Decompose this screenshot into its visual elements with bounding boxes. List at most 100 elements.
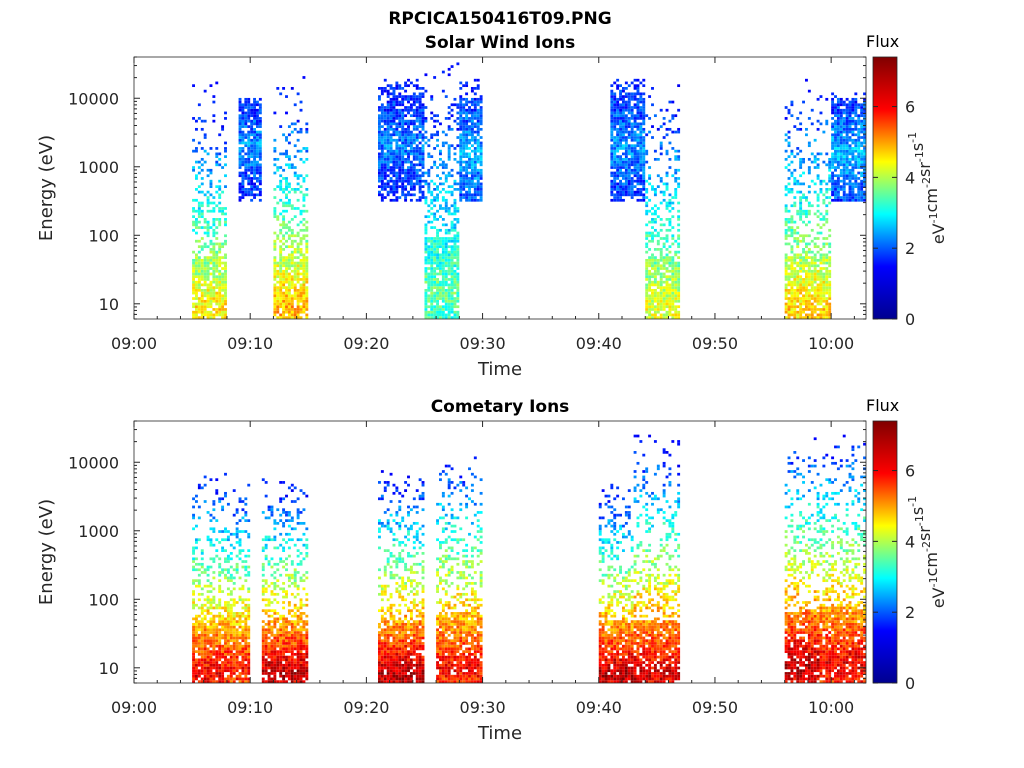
heatmap-cell	[831, 179, 835, 183]
heatmap-cell	[424, 141, 428, 145]
heatmap-cell	[256, 168, 259, 172]
heatmap-cell	[784, 267, 788, 270]
heatmap-cell	[409, 95, 413, 98]
heatmap-cell	[229, 590, 233, 593]
heatmap-cell	[845, 152, 849, 156]
heatmap-cell	[834, 103, 837, 107]
heatmap-cell	[857, 106, 861, 109]
heatmap-cell	[633, 166, 637, 169]
heatmap-cell	[677, 297, 681, 300]
heatmap-cell	[816, 231, 820, 235]
heatmap-cell	[671, 302, 675, 306]
heatmap-cell	[613, 171, 617, 175]
heatmap-cell	[633, 84, 637, 88]
heatmap-cell	[401, 157, 405, 161]
heatmap-cell	[825, 218, 829, 221]
heatmap-cell	[389, 144, 393, 148]
heatmap-cell	[468, 185, 471, 188]
heatmap-cell	[630, 136, 634, 139]
heatmap-cell	[212, 248, 216, 251]
heatmap-cell	[799, 234, 803, 238]
heatmap-cell	[813, 256, 817, 259]
heatmap-cell	[378, 163, 381, 167]
heatmap-cell	[441, 278, 445, 281]
heatmap-cell	[834, 141, 837, 145]
heatmap-cell	[642, 117, 646, 120]
heatmap-cell	[610, 103, 614, 107]
heatmap-cell	[456, 299, 460, 303]
heatmap-cell	[857, 152, 861, 156]
heatmap-cell	[854, 174, 858, 178]
heatmap-cell	[610, 152, 614, 156]
heatmap-cell	[302, 196, 306, 199]
heatmap-cell	[450, 204, 454, 208]
heatmap-cell	[677, 313, 681, 317]
heatmap-cell	[842, 179, 846, 183]
y-tick-label: 10	[99, 295, 119, 314]
heatmap-cell	[224, 644, 227, 648]
heatmap-cell	[229, 636, 233, 640]
heatmap-cell	[206, 677, 210, 681]
heatmap-cell	[674, 299, 678, 303]
heatmap-cell	[409, 193, 413, 197]
heatmap-cell	[418, 168, 422, 172]
heatmap-cell	[398, 179, 402, 183]
heatmap-cell	[476, 177, 480, 180]
heatmap-cell	[200, 658, 204, 662]
heatmap-cell	[819, 111, 823, 115]
heatmap-cell	[383, 144, 387, 148]
heatmap-cell	[386, 152, 390, 156]
heatmap-cell	[616, 133, 620, 137]
heatmap-cell	[378, 171, 381, 175]
heatmap-cell	[793, 310, 797, 314]
heatmap-cell	[380, 185, 384, 188]
heatmap-cell	[290, 250, 294, 254]
heatmap-cell	[206, 220, 210, 224]
heatmap-cell	[834, 106, 837, 109]
heatmap-cell	[624, 114, 628, 118]
heatmap-cell	[642, 168, 646, 172]
heatmap-cell	[415, 163, 419, 167]
heatmap-cell	[192, 669, 195, 673]
heatmap-cell	[787, 316, 791, 319]
heatmap-cell	[825, 299, 829, 303]
heatmap-cell	[790, 264, 794, 268]
heatmap-cell	[212, 527, 216, 531]
heatmap-cell	[796, 280, 800, 284]
heatmap-cell	[851, 147, 855, 150]
heatmap-cell	[473, 157, 477, 161]
heatmap-cell	[224, 573, 227, 577]
heatmap-cell	[813, 212, 817, 216]
heatmap-cell	[453, 245, 457, 249]
heatmap-cell	[465, 130, 469, 134]
heatmap-cell	[799, 308, 803, 311]
heatmap-cell	[444, 237, 448, 240]
heatmap-cell	[197, 256, 201, 259]
heatmap-cell	[224, 218, 227, 221]
heatmap-cell	[427, 188, 431, 191]
heatmap-cell	[799, 174, 803, 178]
heatmap-cell	[218, 305, 222, 309]
heatmap-cell	[192, 198, 195, 202]
heatmap-cell	[215, 549, 219, 552]
heatmap-cell	[860, 163, 864, 167]
heatmap-cell	[241, 188, 245, 191]
heatmap-cell	[668, 313, 672, 317]
heatmap-cell	[848, 147, 852, 150]
heatmap-cell	[828, 201, 832, 205]
heatmap-cell	[645, 272, 649, 276]
heatmap-cell	[195, 188, 198, 191]
heatmap-cell	[656, 299, 660, 303]
heatmap-cell	[648, 286, 652, 289]
heatmap-cell	[218, 674, 222, 678]
heatmap-cell	[470, 196, 474, 199]
heatmap-cell	[287, 264, 291, 268]
heatmap-cell	[424, 223, 428, 227]
heatmap-cell	[218, 264, 222, 268]
heatmap-cell	[380, 141, 384, 145]
heatmap-cell	[389, 133, 393, 137]
heatmap-cell	[807, 267, 811, 270]
heatmap-cell	[285, 280, 288, 284]
heatmap-cell	[285, 291, 288, 295]
heatmap-cell	[842, 147, 846, 150]
